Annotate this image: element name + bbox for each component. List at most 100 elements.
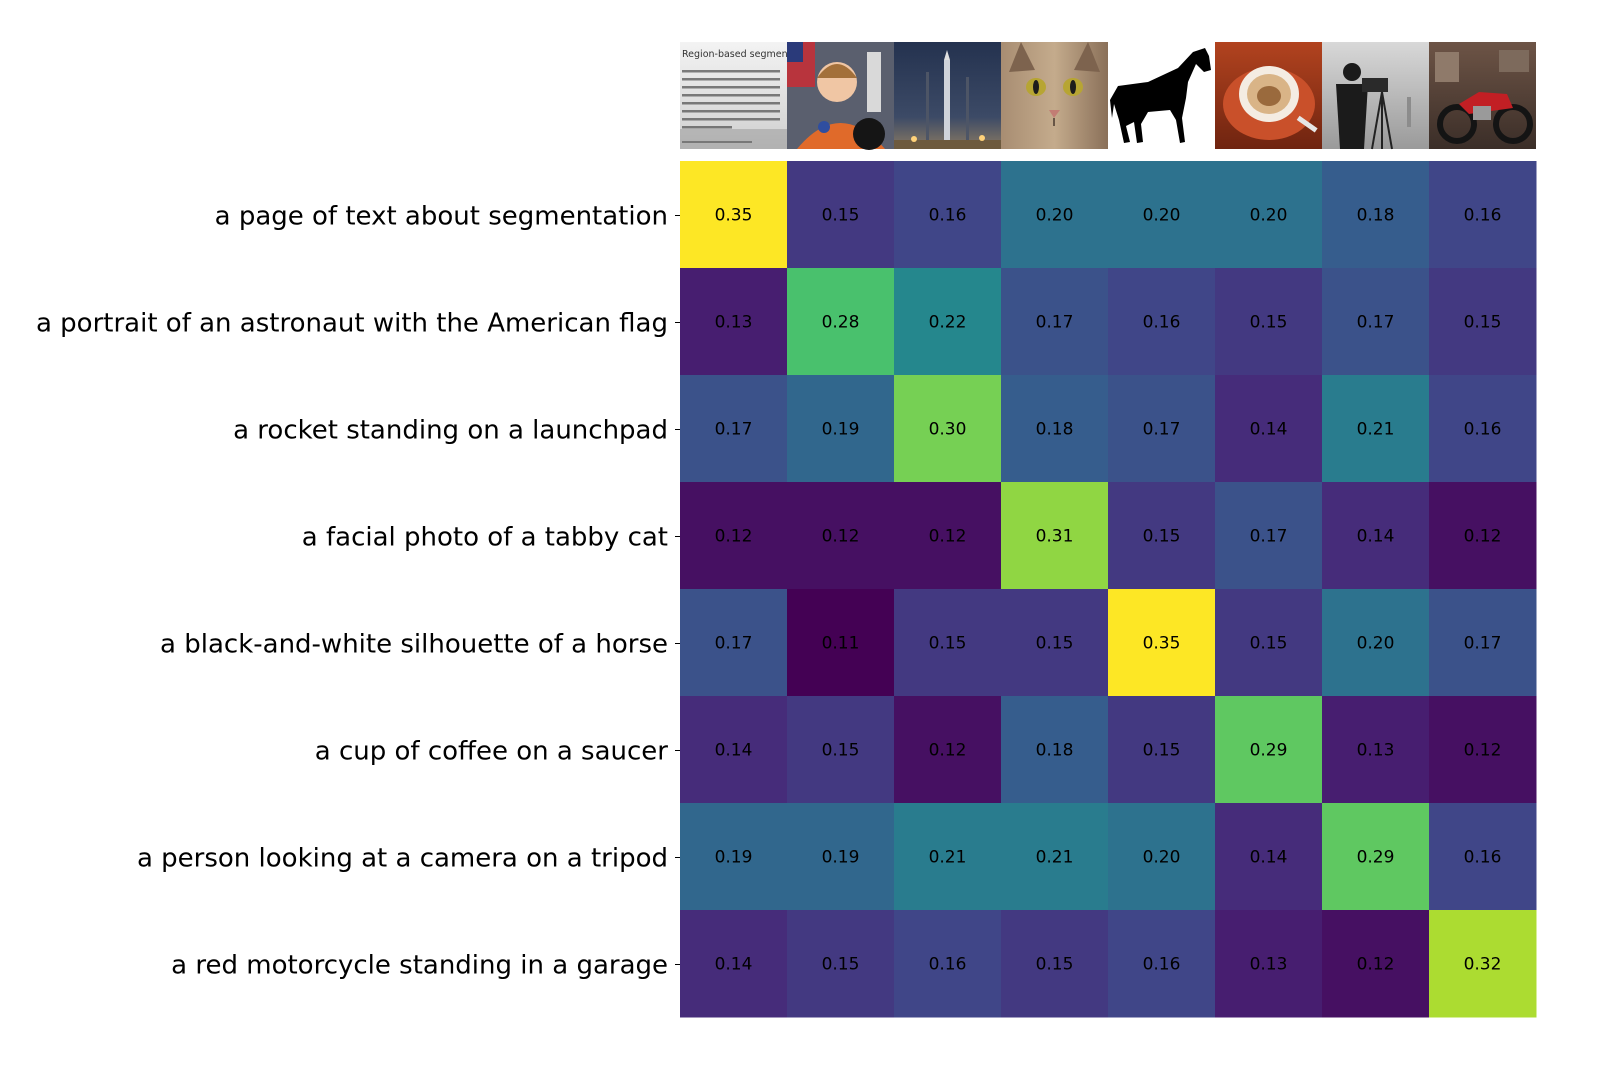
- cell-value-label: 0.13: [715, 313, 753, 333]
- heatmap-cell: [1108, 589, 1216, 697]
- cell-value-label: 0.20: [1143, 206, 1181, 226]
- heatmap-cell: [680, 161, 788, 269]
- cell-value-label: 0.28: [822, 313, 860, 333]
- heatmap-cell: [680, 589, 788, 697]
- cell-value-label: 0.29: [1357, 848, 1395, 868]
- heatmap-cell: [1429, 268, 1537, 376]
- heatmap-cell: [1429, 482, 1537, 590]
- heatmap-cell: [1108, 910, 1216, 1018]
- heatmap-cell: [1001, 161, 1109, 269]
- heatmap-cell: [680, 375, 788, 483]
- cell-value-label: 0.35: [1143, 634, 1181, 654]
- heatmap-cell: [1322, 268, 1430, 376]
- heatmap-cell: [894, 803, 1002, 911]
- cell-value-label: 0.17: [715, 420, 753, 440]
- heatmap-cell: [1322, 482, 1430, 590]
- heatmap-cell: [1215, 803, 1323, 911]
- heatmap-cell: [1001, 375, 1109, 483]
- cell-value-label: 0.12: [1464, 741, 1502, 761]
- heatmap-cell: [1108, 375, 1216, 483]
- cell-value-label: 0.12: [715, 527, 753, 547]
- heatmap-cell: [1108, 803, 1216, 911]
- heatmap-cell: [1001, 803, 1109, 911]
- heatmap-cell: [680, 910, 788, 1018]
- cell-value-label: 0.12: [929, 741, 967, 761]
- heatmap-cell: [1001, 482, 1109, 590]
- cell-value-label: 0.15: [929, 634, 967, 654]
- row-label: a black-and-white silhouette of a horse: [160, 630, 668, 660]
- cell-value-label: 0.32: [1464, 955, 1502, 975]
- cell-value-label: 0.15: [1036, 955, 1074, 975]
- heatmap-cell: [787, 910, 895, 1018]
- cell-value-label: 0.20: [1250, 206, 1288, 226]
- cell-value-label: 0.31: [1036, 527, 1074, 547]
- camera-image: [1322, 42, 1429, 150]
- heatmap-cell: [1429, 803, 1537, 911]
- heatmap-cell: [1322, 910, 1430, 1018]
- heatmap-cell: [680, 803, 788, 911]
- horse-image: [1108, 42, 1215, 149]
- cell-value-label: 0.12: [822, 527, 860, 547]
- cell-value-label: 0.15: [1036, 634, 1074, 654]
- cell-value-label: 0.13: [1357, 741, 1395, 761]
- cell-value-label: 0.17: [1036, 313, 1074, 333]
- cell-value-label: 0.15: [1143, 527, 1181, 547]
- coffee-image: [1215, 42, 1322, 149]
- cell-value-label: 0.35: [715, 206, 753, 226]
- cell-value-label: 0.15: [822, 741, 860, 761]
- cell-value-label: 0.14: [715, 741, 753, 761]
- cell-value-label: 0.15: [1464, 313, 1502, 333]
- cell-value-label: 0.17: [1464, 634, 1502, 654]
- cell-value-label: 0.18: [1036, 741, 1074, 761]
- cell-value-label: 0.16: [1143, 955, 1181, 975]
- heatmap-cell: [1429, 910, 1537, 1018]
- cell-value-label: 0.17: [1250, 527, 1288, 547]
- cell-value-label: 0.17: [1357, 313, 1395, 333]
- heatmap-cell: [787, 375, 895, 483]
- cell-value-label: 0.14: [1250, 848, 1288, 868]
- heatmap-cell: [680, 268, 788, 376]
- heatmap-cell: [1108, 696, 1216, 804]
- cell-value-label: 0.12: [929, 527, 967, 547]
- cell-value-label: 0.14: [1357, 527, 1395, 547]
- cell-value-label: 0.17: [1143, 420, 1181, 440]
- cell-value-label: 0.15: [1250, 634, 1288, 654]
- cell-value-label: 0.15: [822, 206, 860, 226]
- row-tick-marks: [675, 215, 680, 965]
- heatmap-cell: [1001, 268, 1109, 376]
- cell-value-label: 0.16: [1143, 313, 1181, 333]
- cell-value-label: 0.17: [715, 634, 753, 654]
- cell-value-label: 0.20: [1143, 848, 1181, 868]
- cell-value-label: 0.15: [1250, 313, 1288, 333]
- heatmap-cell: [1001, 910, 1109, 1018]
- cell-value-label: 0.16: [1464, 420, 1502, 440]
- rocket-image: [894, 42, 1001, 149]
- heatmap-cell: [680, 696, 788, 804]
- heatmap-cell: [1322, 161, 1430, 269]
- heatmap-cell: [894, 482, 1002, 590]
- heatmap-cell: [787, 161, 895, 269]
- heatmap-cell: [1322, 803, 1430, 911]
- cell-value-label: 0.16: [929, 955, 967, 975]
- cell-value-label: 0.16: [1464, 848, 1502, 868]
- cell-value-label: 0.19: [822, 848, 860, 868]
- heatmap-cell: [787, 482, 895, 590]
- cell-value-label: 0.22: [929, 313, 967, 333]
- heatmap-cell: [894, 268, 1002, 376]
- motorcycle-image: [1429, 42, 1536, 149]
- heatmap-cell: [894, 161, 1002, 269]
- cell-value-label: 0.13: [1250, 955, 1288, 975]
- cell-value-label: 0.16: [929, 206, 967, 226]
- heatmap-cells: 0.35 0.15 0.16 0.20 0.20 0.20 0.18 0.16 0.13 0.28…: [680, 161, 1537, 1018]
- heatmap-cell: [1001, 589, 1109, 697]
- row-label: a red motorcycle standing in a garage: [171, 951, 668, 981]
- heatmap-cell: [1001, 696, 1109, 804]
- heatmap-cell: [787, 268, 895, 376]
- text-page-image: Region-based segmentation: [680, 42, 815, 149]
- heatmap-cell: [1215, 696, 1323, 804]
- cell-value-label: 0.14: [715, 955, 753, 975]
- heatmap-cell: [1215, 161, 1323, 269]
- cell-value-label: 0.14: [1250, 420, 1288, 440]
- cell-value-label: 0.21: [1357, 420, 1395, 440]
